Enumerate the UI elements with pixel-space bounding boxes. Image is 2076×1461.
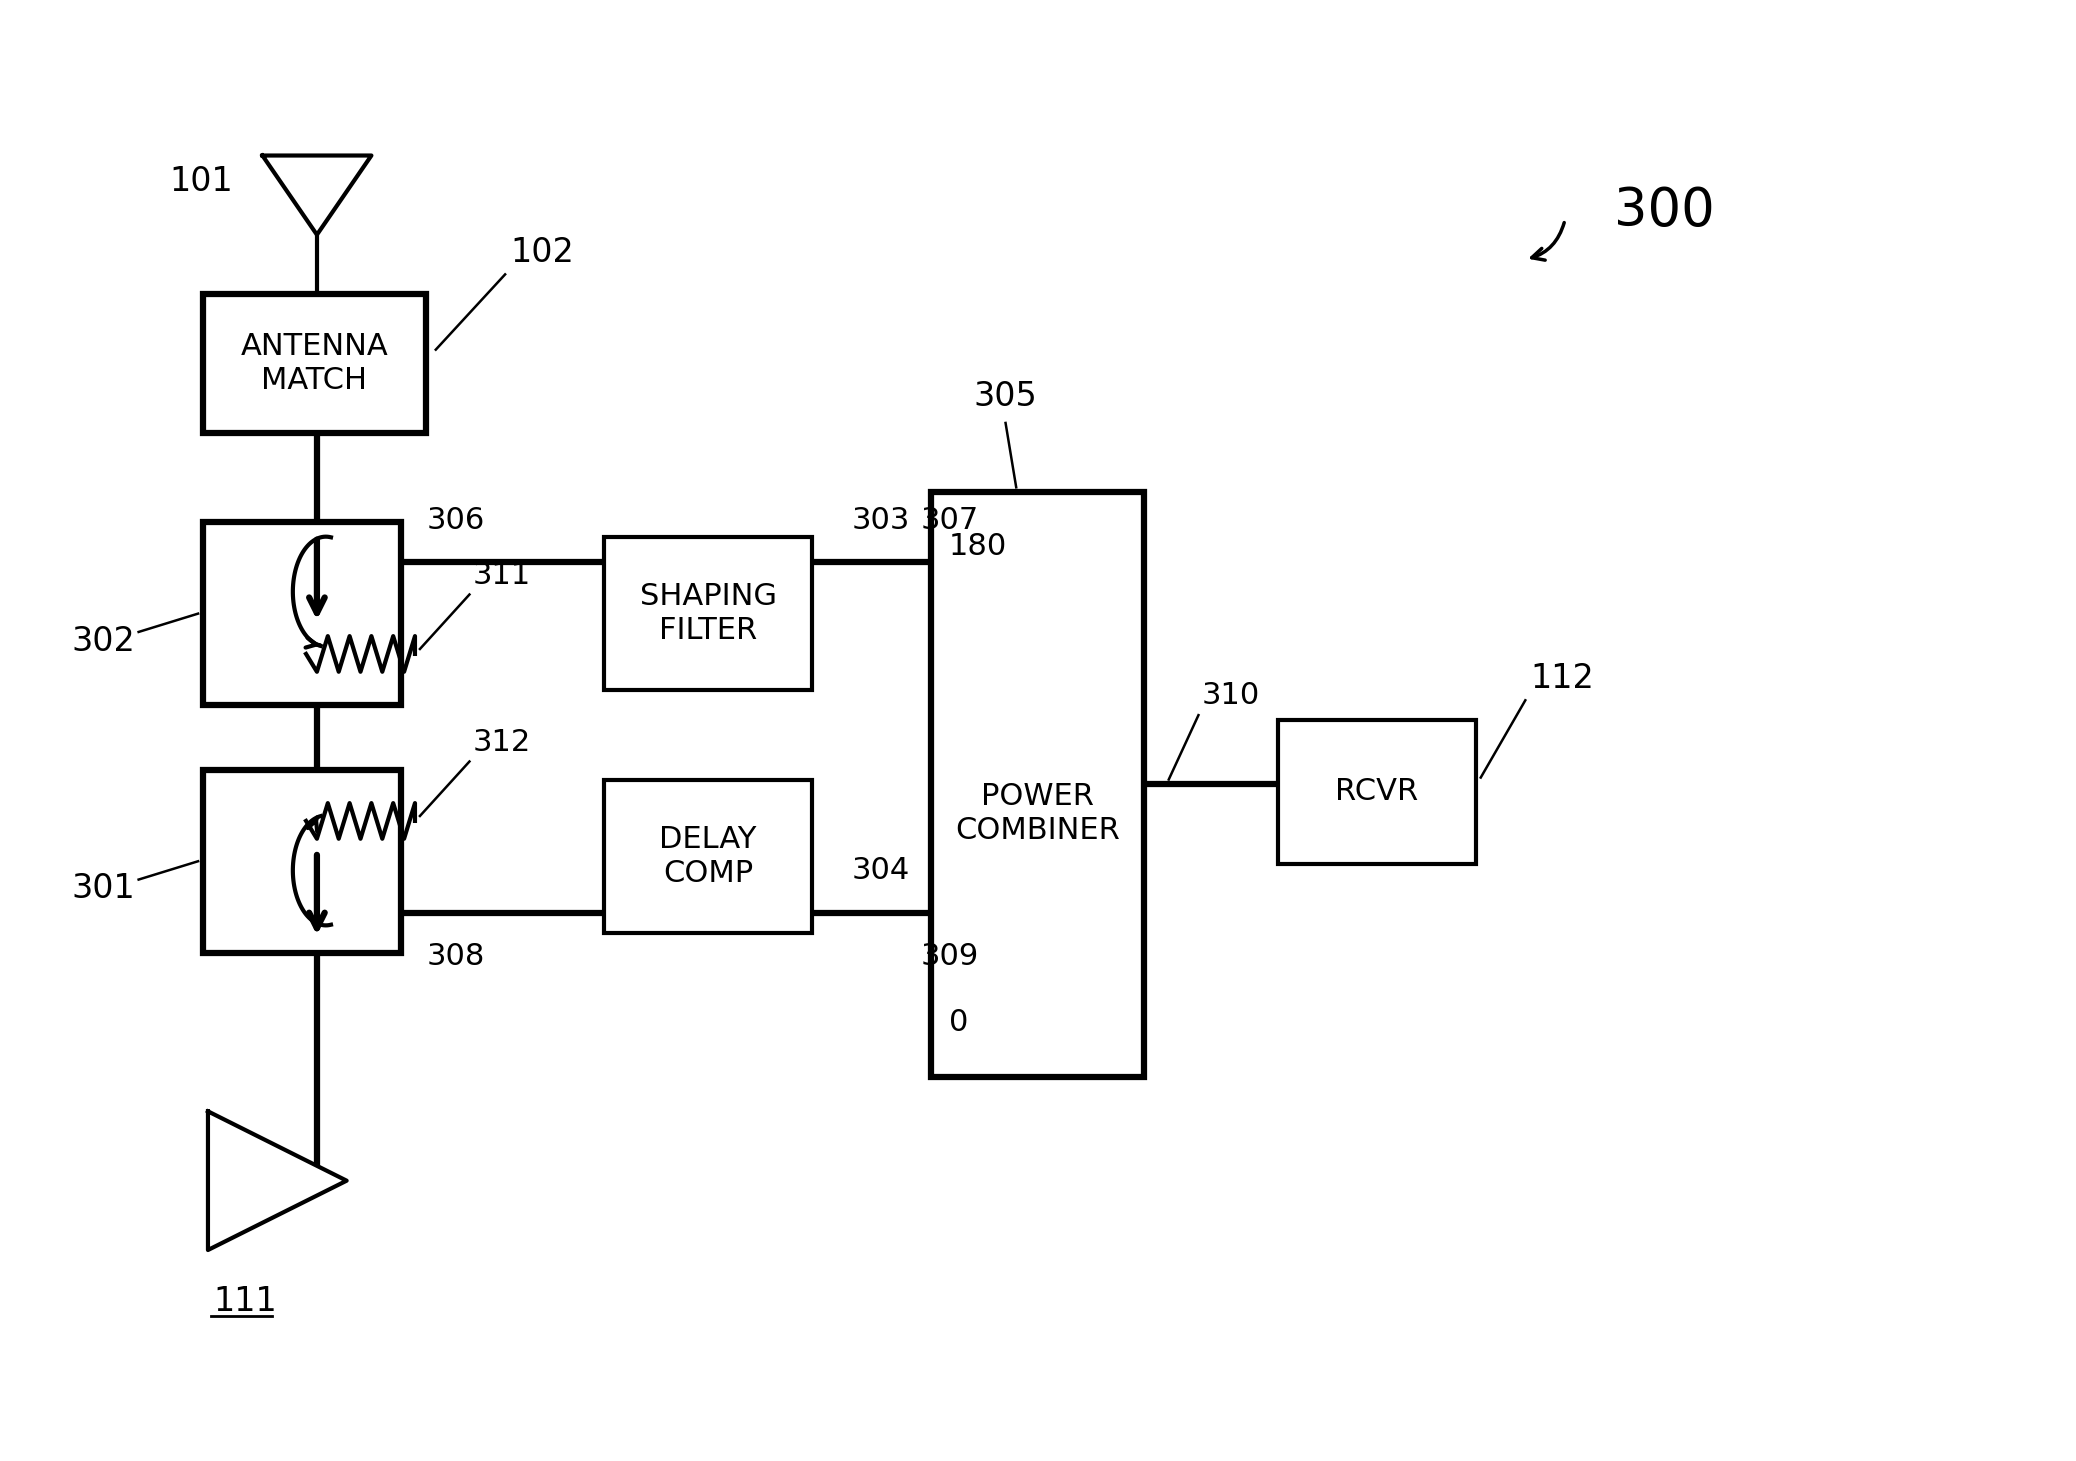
Text: 111: 111: [214, 1284, 276, 1318]
Text: DELAY
COMP: DELAY COMP: [660, 825, 758, 888]
Text: 310: 310: [1202, 681, 1260, 710]
Text: 305: 305: [974, 380, 1038, 413]
Text: SHAPING
FILTER: SHAPING FILTER: [639, 583, 776, 644]
Text: ANTENNA
MATCH: ANTENNA MATCH: [241, 332, 388, 394]
Text: 101: 101: [168, 165, 233, 199]
Text: 312: 312: [473, 728, 531, 757]
Text: 302: 302: [73, 625, 135, 657]
Text: 308: 308: [426, 942, 486, 972]
Bar: [604, 536, 812, 691]
Text: 102: 102: [511, 237, 573, 269]
Text: 180: 180: [949, 532, 1007, 561]
Text: 0: 0: [949, 1008, 967, 1037]
Text: 311: 311: [473, 561, 531, 590]
Text: POWER
COMBINER: POWER COMBINER: [955, 783, 1119, 844]
Text: 307: 307: [922, 506, 980, 535]
Bar: [1277, 720, 1476, 863]
Bar: [203, 294, 426, 432]
Text: 306: 306: [426, 506, 484, 535]
Polygon shape: [208, 1112, 347, 1251]
Bar: [604, 780, 812, 934]
Bar: [203, 522, 401, 706]
Text: RCVR: RCVR: [1335, 777, 1418, 806]
Text: 304: 304: [851, 856, 909, 885]
Text: 300: 300: [1615, 186, 1715, 237]
Text: 301: 301: [73, 872, 135, 906]
Text: 303: 303: [851, 506, 909, 535]
Text: 112: 112: [1530, 662, 1594, 695]
Text: 309: 309: [922, 942, 980, 972]
Bar: [203, 770, 401, 953]
Bar: [930, 492, 1144, 1077]
